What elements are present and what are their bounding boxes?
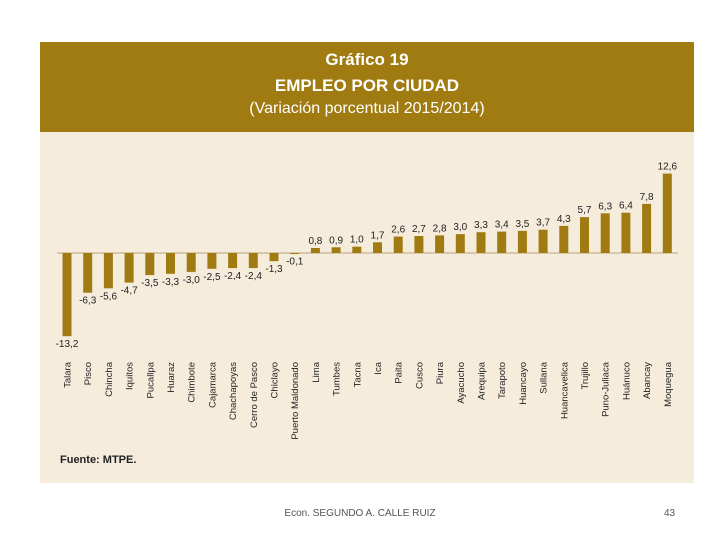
category-label-2: Chincha: [104, 361, 115, 397]
bar-6: [186, 253, 196, 272]
value-label-5: -3,3: [162, 277, 180, 288]
value-label-14: 1,0: [350, 235, 364, 246]
bar-23: [538, 229, 548, 253]
bar-17: [414, 236, 424, 253]
bar-0: [62, 253, 72, 337]
bar-5: [166, 253, 175, 274]
category-label-11: Puerto Maldonado: [290, 362, 301, 440]
category-label-20: Arequipa: [477, 361, 488, 400]
bar-15: [373, 242, 382, 253]
chart-header: Gráfico 19 EMPLEO POR CIUDAD (Variación …: [40, 42, 694, 132]
value-label-6: -3,0: [183, 275, 201, 286]
chart-subtitle-period: (Variación porcentual 2015/2014): [249, 100, 485, 117]
category-label-5: Huaraz: [166, 362, 177, 393]
bar-11: [290, 253, 300, 254]
chart-title: Gráfico 19: [325, 50, 409, 69]
category-label-10: Chiclayo: [270, 362, 281, 398]
category-label-27: Huánuco: [621, 362, 632, 400]
category-label-1: Pisco: [83, 362, 94, 385]
value-label-3: -4,7: [120, 286, 138, 297]
bar-14: [352, 246, 362, 253]
bar-chart: -13,2 Talara -6,3 Pisco -5,6 Chincha -4,7 Iquit…: [56, 162, 678, 440]
category-label-19: Ayacucho: [456, 362, 467, 404]
bar-28: [642, 203, 652, 253]
value-label-25: 5,7: [578, 205, 592, 216]
value-label-17: 2,7: [412, 224, 426, 235]
value-label-15: 1,7: [371, 230, 385, 241]
category-label-13: Tumbes: [332, 362, 343, 396]
category-label-16: Paita: [394, 361, 405, 383]
category-label-28: Abancay: [642, 362, 653, 399]
bar-27: [621, 212, 631, 253]
value-label-2: -5,6: [100, 291, 118, 302]
bar-29: [662, 173, 672, 253]
bar-18: [435, 235, 445, 253]
value-label-21: 3,4: [495, 220, 509, 231]
category-label-17: Cusco: [414, 362, 425, 389]
category-label-7: Cajamarca: [207, 361, 218, 408]
value-label-18: 2,8: [433, 223, 447, 234]
value-label-8: -2,4: [224, 271, 242, 282]
value-label-26: 6,3: [598, 201, 612, 212]
bar-3: [124, 253, 134, 283]
value-label-20: 3,3: [474, 220, 488, 231]
value-label-28: 7,8: [640, 192, 654, 203]
value-label-29: 12,6: [658, 162, 678, 173]
value-label-7: -2,5: [203, 272, 221, 283]
bar-25: [580, 217, 589, 253]
footer-author: Econ. SEGUNDO A. CALLE RUIZ: [284, 508, 436, 519]
bar-12: [310, 248, 320, 253]
value-label-19: 3,0: [453, 222, 467, 233]
value-label-27: 6,4: [619, 201, 633, 212]
category-label-8: Chachapoyas: [228, 362, 239, 420]
value-label-4: -3,5: [141, 278, 159, 289]
category-label-23: Sullana: [539, 361, 550, 393]
category-label-29: Moquegua: [663, 361, 674, 407]
category-label-3: Iquitos: [125, 362, 136, 390]
category-label-21: Tarapoto: [497, 362, 508, 399]
bar-4: [145, 253, 155, 276]
value-label-11: -0,1: [286, 257, 304, 268]
category-label-24: Huancavelica: [559, 361, 570, 419]
category-label-15: Ica: [373, 361, 384, 374]
chart-source: Fuente: MTPE.: [60, 454, 137, 466]
value-label-1: -6,3: [79, 296, 97, 307]
bar-26: [600, 213, 610, 253]
bar-7: [207, 253, 217, 269]
value-label-0: -13,2: [56, 339, 79, 350]
category-label-25: Trujillo: [580, 362, 591, 390]
chart-subtitle: EMPLEO POR CIUDAD: [274, 76, 460, 95]
category-label-6: Chimbote: [187, 362, 198, 403]
category-label-14: Tacna: [352, 361, 363, 387]
category-label-22: Huancayo: [518, 362, 529, 405]
bar-10: [269, 253, 279, 262]
bar-22: [517, 230, 527, 253]
category-label-18: Piura: [435, 361, 446, 384]
value-label-16: 2,6: [391, 225, 405, 236]
chart-figure: Gráfico 19 EMPLEO POR CIUDAD (Variación …: [40, 42, 694, 483]
bar-9: [248, 253, 258, 269]
value-label-23: 3,7: [536, 218, 550, 229]
value-label-24: 4,3: [557, 214, 571, 225]
page-number: 43: [664, 508, 676, 519]
bar-24: [559, 225, 569, 253]
category-label-0: Talara: [63, 361, 74, 388]
bar-16: [393, 236, 403, 253]
value-label-22: 3,5: [515, 219, 529, 230]
value-label-13: 0,9: [329, 235, 343, 246]
value-label-9: -2,4: [245, 271, 263, 282]
value-label-10: -1,3: [265, 264, 283, 275]
bar-19: [455, 234, 465, 253]
category-label-12: Lima: [311, 361, 322, 382]
bar-2: [103, 253, 113, 289]
bar-8: [228, 253, 238, 269]
category-label-9: Cerro de Pasco: [249, 362, 260, 428]
category-label-4: Pucallpa: [145, 361, 156, 398]
bar-1: [83, 253, 93, 293]
bar-13: [331, 247, 341, 253]
category-label-26: Puno-Juliaca: [601, 361, 612, 417]
value-label-12: 0,8: [308, 236, 322, 247]
bar-21: [497, 231, 507, 253]
bar-20: [476, 232, 486, 253]
